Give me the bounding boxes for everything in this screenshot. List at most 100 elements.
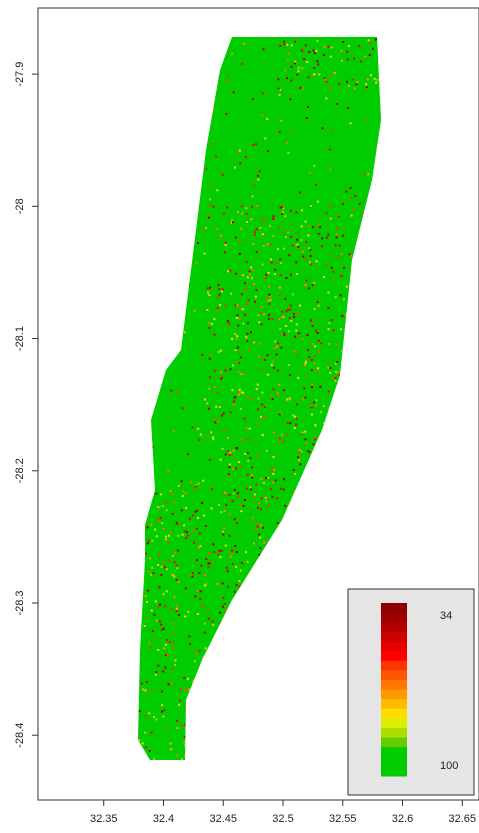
raster-cell (338, 454, 340, 456)
raster-cell (298, 502, 300, 504)
raster-cell (378, 441, 380, 443)
raster-cell (286, 77, 288, 79)
raster-cell (247, 722, 249, 724)
raster-cell (313, 73, 315, 75)
raster-cell (212, 621, 214, 623)
raster-cell (187, 678, 189, 680)
raster-cell (319, 621, 321, 623)
raster-cell (375, 519, 377, 521)
raster-cell (338, 374, 340, 376)
raster-cell (387, 317, 389, 319)
raster-cell (307, 577, 309, 579)
raster-cell (351, 448, 353, 450)
raster-cell (330, 319, 332, 321)
raster-cell (310, 319, 312, 321)
raster-cell (237, 635, 239, 637)
raster-cell (231, 549, 233, 551)
raster-cell (172, 642, 174, 644)
raster-cell (370, 462, 372, 464)
raster-cell (180, 688, 182, 690)
raster-cell (252, 398, 254, 400)
raster-cell (218, 713, 220, 715)
raster-cell (321, 688, 323, 690)
raster-cell (327, 234, 329, 236)
raster-cell (144, 95, 146, 97)
raster-cell (225, 608, 227, 610)
raster-cell (197, 428, 199, 430)
raster-cell (301, 209, 303, 211)
raster-cell (338, 83, 340, 85)
raster-cell (343, 488, 345, 490)
raster-cell (161, 704, 163, 706)
raster-cell (281, 596, 283, 598)
raster-cell (232, 221, 234, 223)
raster-cell (315, 330, 317, 332)
raster-cell (308, 356, 310, 358)
raster-cell (366, 86, 368, 88)
raster-cell (204, 632, 206, 634)
raster-cell (302, 631, 304, 633)
raster-cell (335, 377, 337, 379)
raster-cell (312, 49, 314, 51)
raster-cell (163, 338, 165, 340)
raster-cell (268, 286, 270, 288)
raster-cell (247, 647, 249, 649)
raster-cell (159, 179, 161, 181)
raster-cell (224, 722, 226, 724)
raster-cell (179, 700, 181, 702)
raster-cell (199, 725, 201, 727)
raster-cell (247, 474, 249, 476)
raster-cell (145, 553, 147, 555)
raster-cell (177, 535, 179, 537)
raster-cell (386, 223, 388, 225)
raster-cell (214, 670, 216, 672)
raster-cell (290, 210, 292, 212)
raster-cell (151, 540, 153, 542)
raster-cell (286, 434, 288, 436)
raster-cell (282, 316, 284, 318)
raster-cell (231, 733, 233, 735)
raster-cell (298, 681, 300, 683)
raster-cell (370, 225, 372, 227)
raster-cell (368, 460, 370, 462)
raster-cell (198, 439, 200, 441)
raster-cell (225, 113, 227, 115)
raster-cell (144, 732, 146, 734)
raster-cell (296, 492, 298, 494)
raster-cell (272, 218, 274, 220)
raster-cell (381, 51, 383, 53)
raster-cell (310, 569, 312, 571)
raster-cell (289, 308, 291, 310)
raster-cell (150, 574, 152, 576)
raster-cell (243, 43, 245, 45)
raster-cell (308, 226, 310, 228)
raster-cell (222, 597, 224, 599)
raster-cell (320, 463, 322, 465)
raster-cell (191, 427, 193, 429)
raster-cell (196, 528, 198, 530)
raster-cell (252, 243, 254, 245)
raster-cell (342, 489, 344, 491)
raster-cell (331, 605, 333, 607)
raster-cell (267, 610, 269, 612)
raster-cell (355, 567, 357, 569)
raster-cell (381, 585, 383, 587)
raster-cell (153, 614, 155, 616)
colorbar-swatch (381, 718, 407, 728)
raster-cell (362, 212, 364, 214)
raster-cell (280, 347, 282, 349)
raster-cell (289, 615, 291, 617)
raster-cell (338, 390, 340, 392)
raster-cell (353, 335, 355, 337)
raster-cell (211, 323, 213, 325)
raster-cell (283, 332, 285, 334)
raster-cell (209, 287, 211, 289)
raster-cell (338, 528, 340, 530)
raster-cell (348, 531, 350, 533)
raster-cell (298, 67, 300, 69)
raster-cell (221, 693, 223, 695)
raster-cell (349, 187, 351, 189)
raster-cell (367, 347, 369, 349)
raster-cell (352, 326, 354, 328)
raster-cell (266, 298, 268, 300)
